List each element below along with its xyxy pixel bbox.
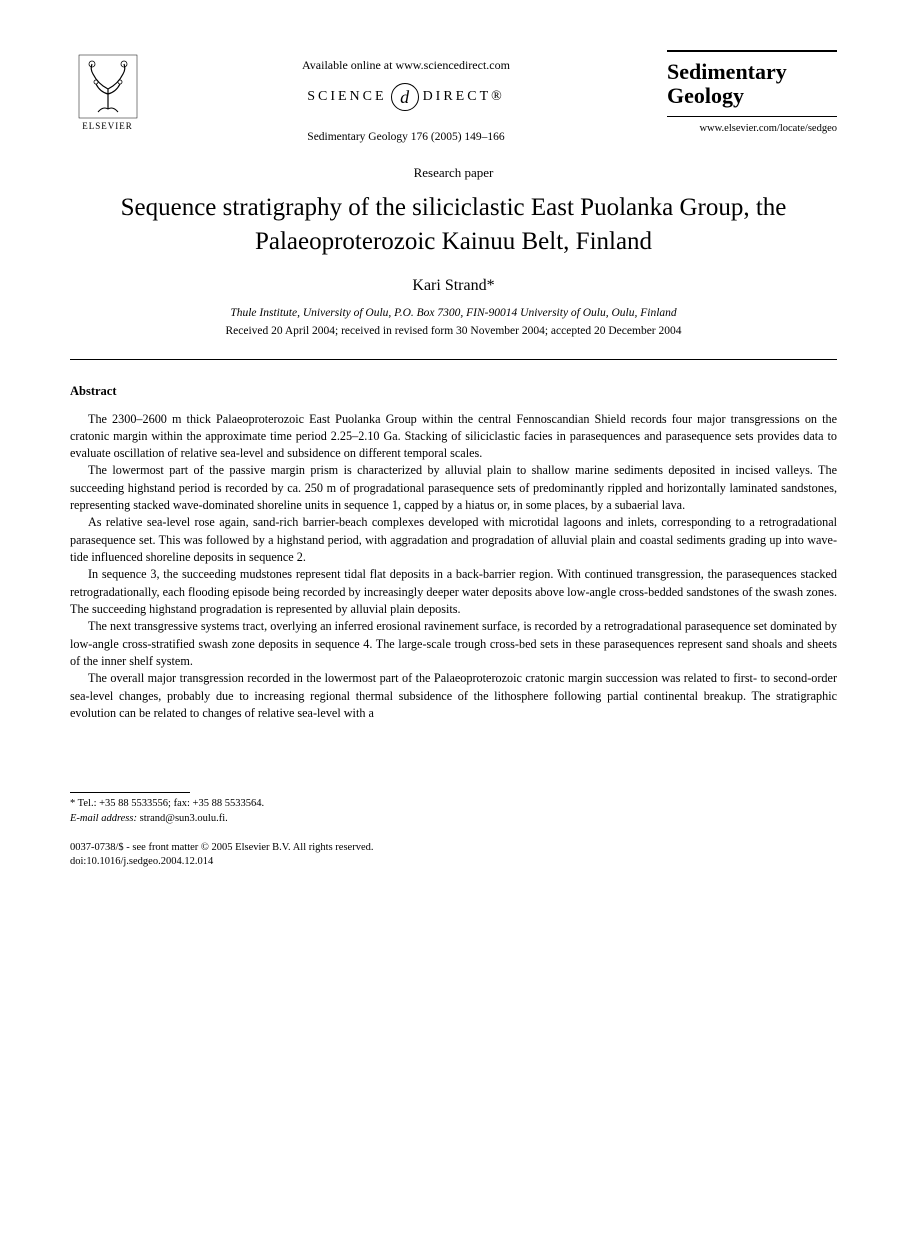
email-line: E-mail address: strand@sun3.oulu.fi. (70, 812, 837, 827)
journal-title: Sedimentary Geology (667, 58, 837, 110)
sd-d-icon: d (391, 83, 419, 111)
doi: doi:10.1016/j.sedgeo.2004.12.014 (70, 855, 837, 870)
journal-title-line2: Geology (667, 84, 837, 108)
footnote-block: * Tel.: +35 88 5533556; fax: +35 88 5533… (70, 797, 837, 826)
elsevier-tree-icon (78, 54, 138, 119)
sciencedirect-logo: SCIENCE d DIRECT® (307, 83, 505, 111)
journal-url[interactable]: www.elsevier.com/locate/sedgeo (667, 123, 837, 134)
author-affiliation: Thule Institute, University of Oulu, P.O… (70, 307, 837, 319)
abstract-p: The 2300–2600 m thick Palaeoproterozoic … (70, 411, 837, 463)
sd-left: SCIENCE (307, 89, 386, 105)
bottom-meta: 0037-0738/$ - see front matter © 2005 El… (70, 841, 837, 870)
header-row: ELSEVIER Available online at www.science… (70, 50, 837, 143)
author-name: Kari Strand* (70, 277, 837, 295)
journal-box: Sedimentary Geology www.elsevier.com/loc… (667, 50, 837, 134)
sd-right: DIRECT® (423, 89, 505, 105)
publisher-name: ELSEVIER (82, 121, 133, 131)
abstract-p: As relative sea-level rose again, sand-r… (70, 514, 837, 566)
abstract-heading: Abstract (70, 384, 837, 399)
article-dates: Received 20 April 2004; received in revi… (70, 325, 837, 337)
abstract-p: In sequence 3, the succeeding mudstones … (70, 566, 837, 618)
citation-line: Sedimentary Geology 176 (2005) 149–166 (145, 131, 667, 143)
rule (667, 50, 837, 52)
issn-copyright: 0037-0738/$ - see front matter © 2005 El… (70, 841, 837, 856)
email-label: E-mail address: (70, 813, 137, 824)
abstract-p: The lowermost part of the passive margin… (70, 462, 837, 514)
article-type: Research paper (70, 165, 837, 181)
footnote-rule (70, 792, 190, 793)
corresponding-contact: * Tel.: +35 88 5533556; fax: +35 88 5533… (70, 797, 837, 812)
center-header: Available online at www.sciencedirect.co… (145, 50, 667, 143)
rule-above-abstract (70, 359, 837, 360)
abstract-p: The overall major transgression recorded… (70, 670, 837, 722)
rule (667, 116, 837, 117)
abstract-body: The 2300–2600 m thick Palaeoproterozoic … (70, 411, 837, 723)
article-title: Sequence stratigraphy of the siliciclast… (110, 191, 797, 259)
abstract-p: The next transgressive systems tract, ov… (70, 618, 837, 670)
email-address[interactable]: strand@sun3.oulu.fi. (140, 813, 228, 824)
available-online-text: Available online at www.sciencedirect.co… (145, 58, 667, 73)
publisher-logo: ELSEVIER (70, 50, 145, 135)
journal-title-line1: Sedimentary (667, 60, 837, 84)
